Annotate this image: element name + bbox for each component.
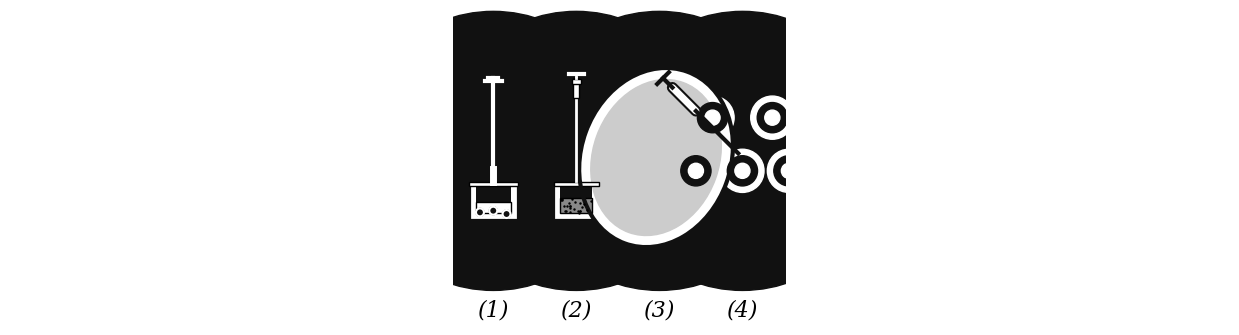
Circle shape <box>689 163 704 178</box>
Circle shape <box>751 96 794 139</box>
Circle shape <box>757 103 788 133</box>
Circle shape <box>727 156 757 186</box>
FancyBboxPatch shape <box>574 78 580 98</box>
Text: (3): (3) <box>644 299 675 321</box>
Circle shape <box>705 110 720 125</box>
Circle shape <box>476 208 484 216</box>
Circle shape <box>764 110 779 125</box>
FancyBboxPatch shape <box>476 184 510 213</box>
Circle shape <box>437 11 716 290</box>
Circle shape <box>603 11 882 290</box>
Circle shape <box>782 163 797 178</box>
Circle shape <box>691 96 735 139</box>
FancyBboxPatch shape <box>571 79 581 84</box>
Circle shape <box>721 149 764 192</box>
Text: (2): (2) <box>560 299 592 321</box>
Text: (1): (1) <box>477 299 509 321</box>
FancyBboxPatch shape <box>472 184 515 217</box>
Circle shape <box>353 11 633 290</box>
Circle shape <box>698 103 727 133</box>
FancyBboxPatch shape <box>476 202 510 213</box>
FancyBboxPatch shape <box>560 184 592 213</box>
Ellipse shape <box>591 79 721 236</box>
Circle shape <box>503 210 510 218</box>
Circle shape <box>735 163 750 178</box>
Circle shape <box>767 149 810 192</box>
Circle shape <box>774 156 804 186</box>
Circle shape <box>520 11 799 290</box>
FancyBboxPatch shape <box>554 183 598 186</box>
FancyBboxPatch shape <box>560 198 592 213</box>
Text: (4): (4) <box>727 299 758 321</box>
FancyArrow shape <box>491 169 496 183</box>
Circle shape <box>489 207 497 215</box>
FancyBboxPatch shape <box>556 184 596 217</box>
Circle shape <box>674 149 717 192</box>
Ellipse shape <box>579 68 733 247</box>
FancyBboxPatch shape <box>470 183 518 186</box>
Circle shape <box>680 156 711 186</box>
